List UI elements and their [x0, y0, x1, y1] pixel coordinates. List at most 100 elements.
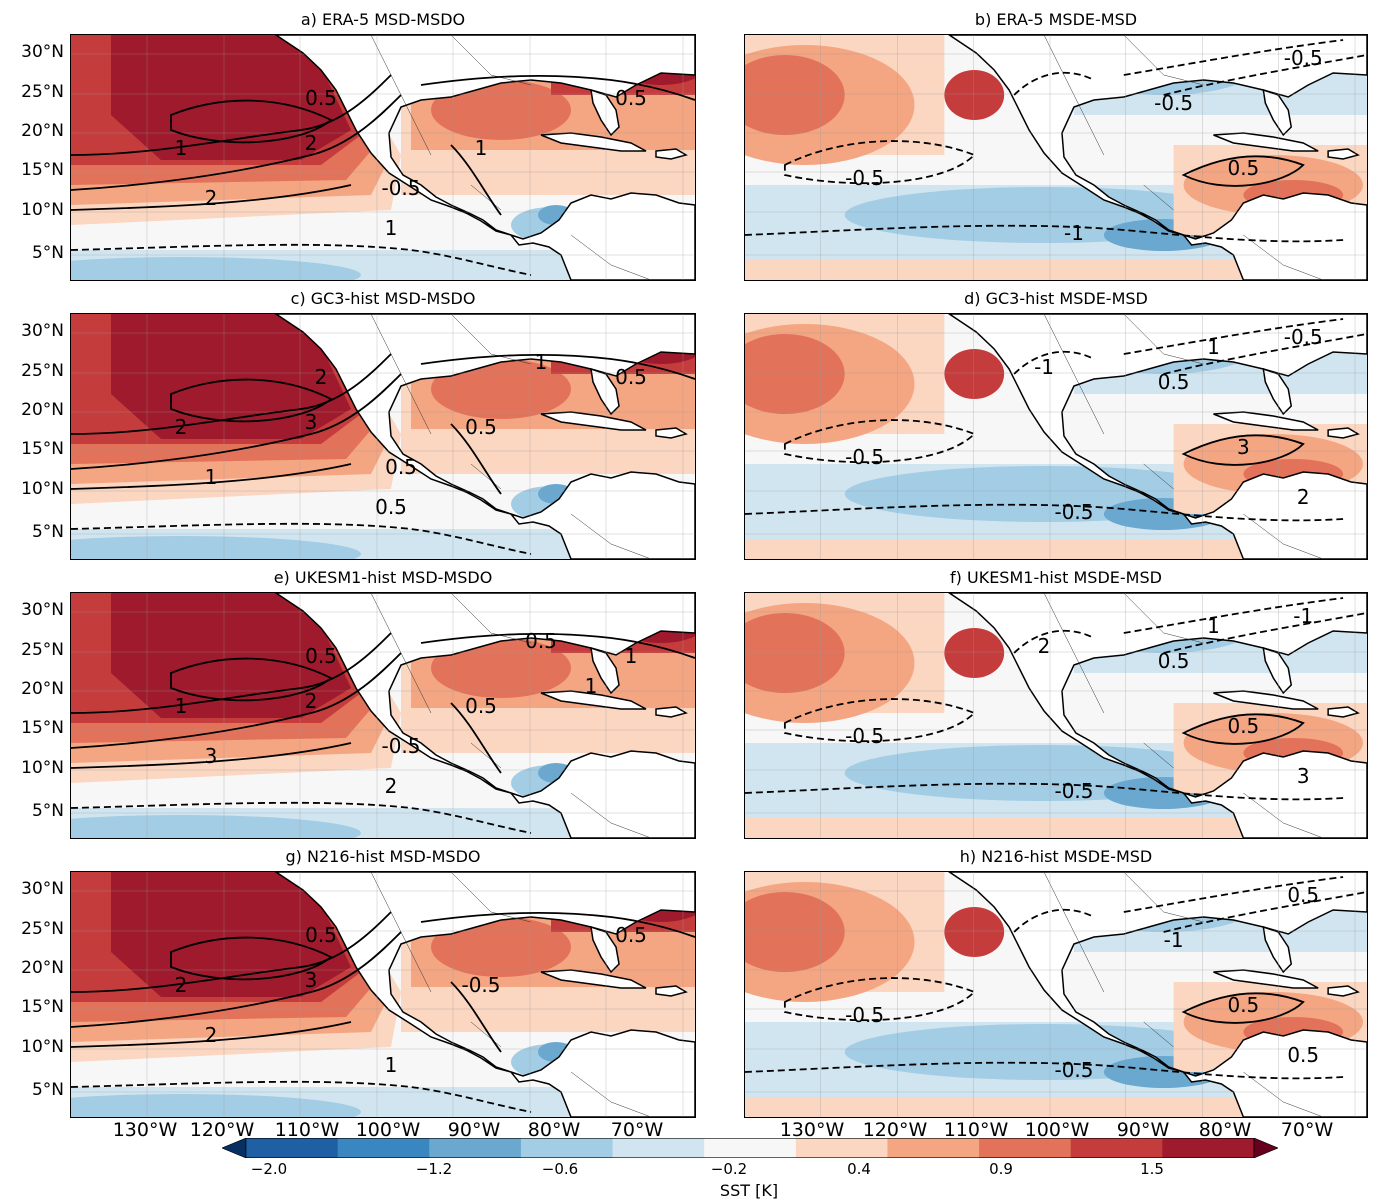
contour-positive	[1181, 434, 1305, 466]
contour-positive	[1181, 155, 1305, 187]
island	[1213, 132, 1319, 152]
country-border	[370, 314, 432, 435]
contour-negative	[71, 801, 532, 834]
contour-label: -1	[1064, 221, 1084, 245]
contour-positive	[71, 931, 402, 1028]
country-border	[1243, 513, 1324, 559]
contour-label: 1	[535, 350, 548, 374]
island	[655, 985, 688, 997]
contour-label: -0.5	[461, 973, 500, 997]
island	[1262, 367, 1293, 416]
island	[1327, 706, 1360, 718]
latitude-label: 5°N	[31, 801, 64, 821]
contour-positive	[420, 632, 695, 659]
contour-negative	[745, 224, 1344, 243]
contour-negative	[745, 1061, 1344, 1080]
contour-label: 3	[305, 410, 318, 434]
contour-positive	[71, 911, 392, 993]
colorbar-max-arrow	[1253, 1137, 1279, 1159]
contour-label: 0.5	[615, 923, 647, 947]
contour-label: -0.5	[845, 166, 884, 190]
land-mass	[274, 314, 695, 559]
contour-label: 1	[385, 1053, 398, 1077]
contour-negative	[1013, 71, 1095, 96]
contour-label: -0.5	[1055, 500, 1094, 524]
latitude-label: 20°N	[21, 958, 64, 978]
latitude-label: 15°N	[21, 718, 64, 738]
contour-negative	[783, 698, 976, 743]
panel-title-g: g) N216-hist MSD-MSDO	[285, 847, 481, 866]
contour-positive	[450, 702, 502, 774]
colorbar-tick-label: 0.9	[989, 1160, 1013, 1178]
contour-negative	[71, 522, 532, 555]
contour-label: 2	[205, 1023, 218, 1047]
island	[1213, 969, 1319, 989]
sst-map: 2 3 1 0.5 0.5 0.5 2 0.5 1	[71, 314, 695, 559]
land-mass	[947, 314, 1367, 559]
contour-label: 0.5	[1287, 1043, 1319, 1067]
contour-label: 0.5	[1158, 649, 1190, 673]
contour-label: -1	[1164, 928, 1184, 952]
contour-label: 2	[1038, 634, 1051, 658]
contour-positive	[170, 99, 333, 144]
contour-label: 2	[205, 186, 218, 210]
contour-label: 1	[625, 644, 638, 668]
contour-label: 2	[305, 131, 318, 155]
contour-positive	[170, 936, 333, 981]
country-border	[1243, 234, 1324, 280]
contour-label: -0.5	[381, 176, 420, 200]
contour-label: 1	[205, 465, 218, 489]
panel-title-h: h) N216-hist MSDE-MSD	[959, 847, 1153, 866]
country-border	[470, 463, 502, 490]
contour-negative	[745, 782, 1344, 801]
island	[1262, 925, 1293, 974]
longitude-label: 70°W	[610, 1119, 664, 1141]
country-border	[1123, 872, 1204, 923]
latitude-label: 10°N	[21, 200, 64, 220]
colorbar-swatch	[1070, 1138, 1163, 1158]
colorbar-tick-label: −2.0	[250, 1160, 288, 1178]
colorbar-tick-label: −0.6	[541, 1160, 579, 1178]
contour-label: 1	[1207, 335, 1220, 359]
latitude-label: 10°N	[21, 479, 64, 499]
longitude-label: 120°W	[189, 1119, 255, 1141]
contour-label: 2	[175, 415, 188, 439]
panel-title-b: b) ERA-5 MSDE-MSD	[974, 10, 1138, 29]
panel-title-a: a) ERA-5 MSD-MSDO	[300, 10, 466, 29]
contour-positive	[71, 74, 392, 156]
island	[590, 646, 620, 695]
colorbar-swatches	[221, 1137, 1279, 1159]
latitude-label: 20°N	[21, 400, 64, 420]
latitude-label: 15°N	[21, 160, 64, 180]
land-mass	[274, 35, 695, 280]
contour-positive	[450, 423, 502, 495]
contour-label: 3	[205, 744, 218, 768]
contour-negative	[1163, 612, 1367, 654]
latitude-label: 25°N	[21, 361, 64, 381]
latitude-label: 10°N	[21, 758, 64, 778]
island	[590, 88, 620, 137]
island	[590, 925, 620, 974]
contour-positive	[1181, 992, 1305, 1024]
latitude-label: 25°N	[21, 82, 64, 102]
colorbar-label: SST [K]	[719, 1181, 779, 1200]
island	[1327, 427, 1360, 439]
contour-negative	[745, 503, 1344, 522]
country-border	[570, 513, 652, 559]
contour-label: 3	[1297, 764, 1310, 788]
latitude-label: 20°N	[21, 121, 64, 141]
contour-label: -0.5	[381, 734, 420, 758]
latitude-label: 15°N	[21, 439, 64, 459]
latitude-label: 30°N	[21, 879, 64, 899]
contour-positive	[1181, 713, 1305, 745]
contour-label: 2	[315, 365, 328, 389]
contour-label: -0.5	[845, 724, 884, 748]
contour-negative	[1163, 54, 1367, 96]
country-border	[450, 314, 532, 365]
colorbar-tick-label: −0.2	[710, 1160, 748, 1178]
island	[1262, 88, 1293, 137]
colorbar	[221, 1137, 1279, 1159]
island	[1213, 690, 1319, 710]
contour-label: 0.5	[525, 629, 557, 653]
contour-positive	[71, 373, 402, 470]
